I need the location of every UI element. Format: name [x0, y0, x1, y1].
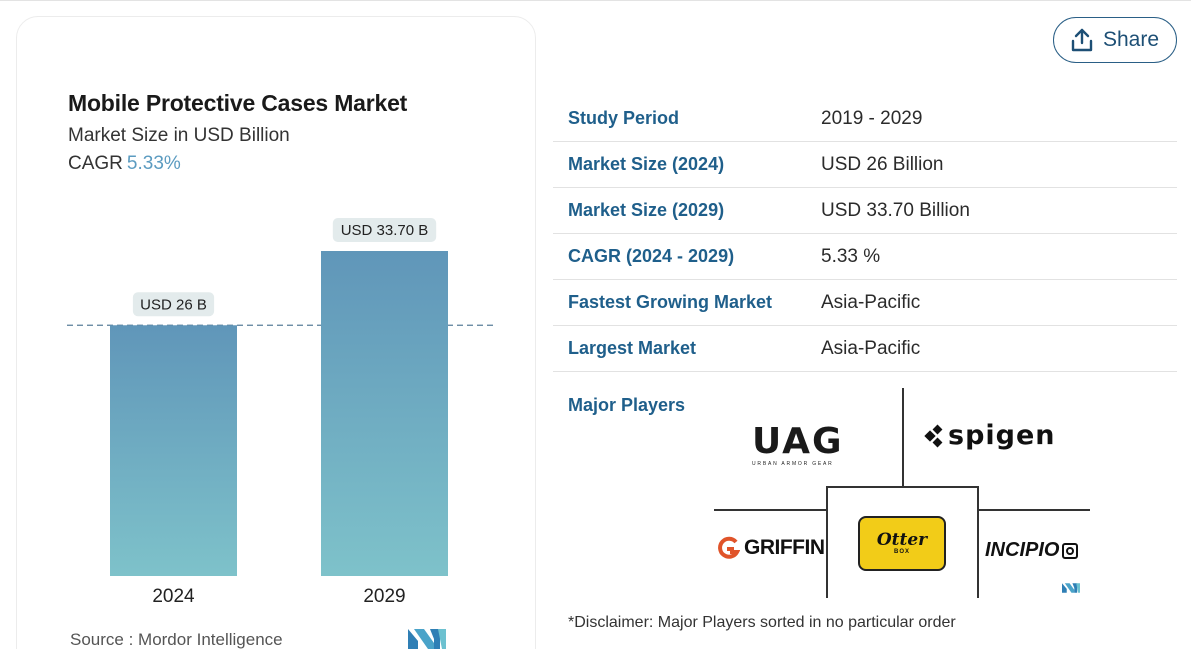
- row-label: Fastest Growing Market: [568, 292, 773, 312]
- disclaimer-note: *Disclaimer: Major Players sorted in no …: [568, 614, 956, 631]
- incipio-name: INCIPIO: [985, 539, 1060, 561]
- row-label: Market Size (2024): [568, 154, 725, 174]
- table-row: Study Period 2019 - 2029: [553, 96, 1177, 142]
- x-tick-label: 2024: [152, 586, 195, 607]
- bar-2024: [110, 325, 237, 576]
- cagr-label: CAGR: [68, 153, 123, 174]
- table-row: CAGR (2024 - 2029) 5.33 %: [553, 234, 1177, 280]
- table-row: Market Size (2029) USD 33.70 Billion: [553, 188, 1177, 234]
- mordor-logo-icon: [408, 629, 446, 649]
- incipio-mark-icon: [1062, 542, 1079, 559]
- otterbox-logo: Otter BOX: [858, 516, 946, 571]
- grid-divider: [826, 486, 828, 598]
- data-label: USD 33.70 B: [341, 222, 429, 239]
- data-label-bg: [332, 218, 437, 242]
- row-value: Asia-Pacific: [821, 291, 921, 313]
- share-button[interactable]: Share: [1053, 17, 1177, 63]
- spigen-name: spigen: [948, 420, 1056, 451]
- row-value: 2019 - 2029: [821, 107, 923, 129]
- top-divider: [0, 0, 1191, 1]
- data-label: USD 26 B: [140, 296, 207, 313]
- row-value: Asia-Pacific: [821, 337, 921, 359]
- row-value: USD 33.70 Billion: [821, 199, 970, 221]
- uag-logo: UAG URBAN ARMOR GEAR: [752, 421, 844, 468]
- source-note: Source : Mordor Intelligence: [70, 630, 283, 649]
- chart-cagr: CAGR 5.33%: [68, 153, 181, 175]
- spigen-mark-icon: [924, 424, 943, 447]
- mordor-watermark-icon: [1062, 583, 1080, 593]
- otterbox-subtitle: BOX: [893, 549, 910, 555]
- uag-name: UAG: [752, 421, 844, 462]
- grid-divider: [978, 509, 1090, 511]
- share-label: Share: [1102, 28, 1160, 51]
- row-value: USD 26 Billion: [821, 153, 944, 175]
- grid-divider: [826, 486, 978, 488]
- grid-divider: [902, 388, 904, 486]
- market-info-table: Study Period 2019 - 2029 Market Size (20…: [553, 96, 1177, 372]
- chart-card: [16, 16, 536, 649]
- table-row: Market Size (2024) USD 26 Billion: [553, 142, 1177, 188]
- griffin-logo: GRIFFIN: [718, 536, 825, 560]
- row-value: 5.33 %: [821, 245, 881, 267]
- grid-divider: [977, 486, 979, 598]
- bar-chart: USD 26 B 2024 USD 33.70 B 2029: [67, 218, 493, 607]
- chart-title: Mobile Protective Cases Market: [68, 90, 408, 116]
- table-row: Largest Market Asia-Pacific: [553, 326, 1177, 372]
- bar-2029: [321, 251, 448, 576]
- cagr-value: 5.33%: [126, 153, 181, 174]
- griffin-name: GRIFFIN: [744, 536, 825, 559]
- row-label: CAGR (2024 - 2029): [568, 246, 735, 266]
- chart-subtitle: Market Size in USD Billion: [68, 125, 290, 146]
- otterbox-name: Otter: [876, 530, 928, 550]
- upload-icon: [1071, 28, 1093, 52]
- table-row: Fastest Growing Market Asia-Pacific: [553, 280, 1177, 326]
- grid-divider: [714, 509, 826, 511]
- row-label: Study Period: [568, 108, 680, 128]
- major-players-title: Major Players: [568, 395, 686, 415]
- uag-subtitle: URBAN ARMOR GEAR: [752, 461, 834, 467]
- spigen-logo: spigen: [924, 420, 1056, 451]
- incipio-logo: INCIPIO: [985, 539, 1079, 562]
- x-tick-label: 2029: [363, 586, 405, 607]
- data-label-bg: [132, 292, 215, 317]
- row-label: Largest Market: [568, 338, 697, 358]
- row-label: Market Size (2029): [568, 200, 725, 220]
- griffin-mark-icon: [718, 536, 740, 559]
